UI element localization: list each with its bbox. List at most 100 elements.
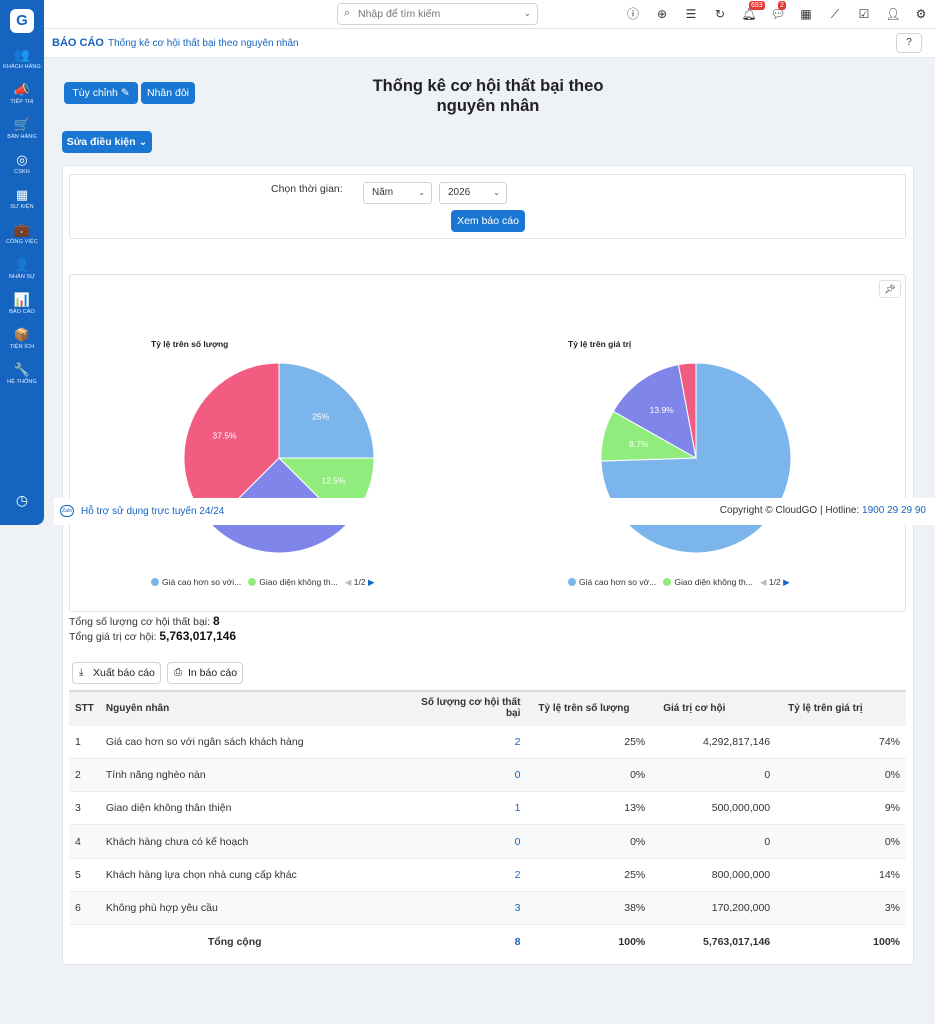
cell-count[interactable]: 2	[514, 735, 521, 748]
pie-data-label: 25%	[312, 411, 329, 421]
legend-item[interactable]: Giá cao hơn so với...	[162, 577, 242, 587]
cell-value: 800,000,000	[711, 868, 771, 881]
table-row: 2 Tính năng nghèo nàn 0 0% 0 0%	[69, 758, 906, 792]
sidebar-item-4[interactable]: ▦ Sự kiện	[0, 187, 44, 222]
chart-icon[interactable]: ⟋	[830, 7, 840, 21]
export-button[interactable]: ⤓ Xuất báo cáo	[72, 662, 161, 684]
user-icon[interactable]: 👤︎	[885, 7, 901, 21]
header-stt[interactable]: STT	[75, 702, 94, 714]
list-icon[interactable]: ☰	[685, 7, 697, 21]
cell-count[interactable]: 0	[514, 835, 521, 848]
cell-reason: Giao diện không thân thiện	[105, 802, 232, 815]
chevron-down-icon[interactable]: ⌄	[523, 8, 531, 18]
search-input[interactable]	[358, 6, 518, 22]
total-value-value: 5,763,017,146	[159, 629, 237, 643]
pie-slice[interactable]	[612, 364, 697, 459]
cart-icon: 🛒	[13, 117, 31, 132]
sidebar-item-9[interactable]: 🔧 Hệ thống	[0, 362, 44, 397]
zalo-icon[interactable]: Zalo	[60, 505, 74, 517]
period-select[interactable]: Năm ⌄	[363, 182, 432, 204]
customize-button[interactable]: Tùy chỉnh ✎	[64, 82, 138, 104]
cell-count[interactable]: 1	[514, 802, 521, 815]
cell-value: 0	[764, 768, 771, 781]
lifebuoy-icon: ◎	[16, 152, 28, 167]
charts-box: 📌︎ 25%12.5%25%37.5%8.7%13.9% Tỷ lệ trên …	[69, 274, 906, 612]
duplicate-button[interactable]: Nhân đôi	[141, 82, 195, 104]
cell-count[interactable]: 2	[514, 868, 521, 881]
pie-slice[interactable]	[677, 362, 697, 459]
view-report-button[interactable]: Xem báo cáo	[451, 210, 525, 232]
edit-condition-button[interactable]: Sửa điều kiện ⌄	[62, 131, 152, 153]
cell-value-pct: 14%	[878, 868, 900, 881]
legend-page: 1/2	[353, 577, 366, 587]
sidebar-item-0[interactable]: 👥 Khách hàng	[0, 47, 44, 82]
briefcase-icon: 💼	[13, 222, 31, 237]
print-button[interactable]: ⎙ In báo cáo	[167, 662, 243, 684]
hotline-link[interactable]: 1900 29 29 90	[862, 505, 926, 516]
header-reason[interactable]: Nguyên nhân	[105, 702, 170, 714]
report-icon: 📊	[13, 292, 31, 307]
table-row: 4 Khách hàng chưa có kế hoạch 0 0% 0 0%	[69, 824, 906, 859]
cell-value-pct: 0%	[884, 768, 900, 781]
cell-count-pct: 38%	[624, 902, 646, 915]
cell-count-pct: 13%	[624, 802, 646, 815]
sidebar-item-3[interactable]: ◎ CSKH	[0, 152, 44, 187]
header-count-pct[interactable]: Tỷ lệ trên số lượng	[538, 702, 630, 714]
sidebar-item-2[interactable]: 🛒 Bán hàng	[0, 117, 44, 152]
legend-next-icon[interactable]: ▶	[783, 577, 790, 587]
cell-stt: 6	[75, 902, 81, 915]
search-box[interactable]: ⌕ ⌄	[337, 3, 538, 25]
legend-item[interactable]: Giao diện không th...	[259, 577, 338, 587]
pie-data-label: 13.9%	[650, 405, 675, 415]
cell-count-pct: 0%	[630, 835, 646, 848]
refresh-icon[interactable]: ↻	[714, 7, 726, 21]
table-header-row: STT Nguyên nhân Số lượng cơ hội thất bại…	[69, 691, 906, 725]
cell-count[interactable]: 3	[514, 902, 521, 915]
legend-item[interactable]: Giá cao hơn so vớ...	[579, 577, 657, 587]
year-select[interactable]: 2026 ⌄	[439, 182, 507, 204]
sidebar-item-8[interactable]: 📦 Tiện ích	[0, 327, 44, 362]
gear-icon[interactable]: ⚙	[915, 7, 927, 21]
header-count[interactable]: Số lượng cơ hội thất bại	[421, 697, 521, 720]
alert-icon[interactable]: ⓘ	[626, 7, 639, 21]
total-count-summary: Tổng số lượng cơ hội thất bại: 8	[69, 614, 220, 628]
pin-icon[interactable]: 📌︎	[879, 280, 901, 298]
header-value[interactable]: Giá trị cơ hội	[663, 702, 726, 714]
footer: Zalo Hỗ trợ sử dụng trực tuyến 24/24 Cop…	[54, 498, 935, 525]
notifications-badge: 693	[749, 1, 765, 10]
print-label: In báo cáo	[188, 667, 238, 679]
chat-icon[interactable]: 💬︎ 2	[770, 1, 786, 21]
legend-next-icon[interactable]: ▶	[367, 577, 375, 587]
legend-dot	[151, 578, 159, 586]
total-label: Tổng cộng	[207, 935, 262, 948]
add-icon[interactable]: ⊕	[656, 7, 668, 21]
clock-icon[interactable]: ◷	[15, 492, 29, 508]
sidebar: G 👥 Khách hàng 📣 Tiếp thị 🛒 Bán hàng ◎ CSKH ▦ Sự …	[0, 0, 44, 525]
cell-stt: 4	[75, 835, 81, 848]
breadcrumb-current[interactable]: Thống kê cơ hội thất bại theo nguyên nhâ…	[108, 38, 299, 49]
period-value: Năm	[372, 187, 394, 198]
cell-stt: 5	[75, 868, 81, 881]
sidebar-item-5[interactable]: 💼 Công việc	[0, 222, 44, 257]
checkbox-icon[interactable]: ☑	[858, 7, 870, 21]
app-logo[interactable]: G	[10, 9, 34, 33]
sidebar-item-6[interactable]: 👤 Nhân sự	[0, 257, 44, 292]
sidebar-item-label: Tiện ích	[9, 344, 35, 350]
cell-count[interactable]: 0	[514, 768, 521, 781]
legend-prev-icon[interactable]: ◀	[344, 577, 352, 587]
sidebar-item-1[interactable]: 📣 Tiếp thị	[0, 82, 44, 117]
printer-icon: ⎙	[174, 667, 182, 678]
support-link[interactable]: Hỗ trợ sử dụng trực tuyến 24/24	[81, 506, 225, 517]
calendar-icon[interactable]: ▦	[800, 7, 812, 21]
breadcrumb-root[interactable]: BÁO CÁO	[52, 37, 104, 49]
pie-slice[interactable]	[278, 362, 375, 459]
bell-icon[interactable]: 🔔︎ 693	[741, 1, 765, 21]
legend-item[interactable]: Giao diện không th...	[674, 577, 753, 587]
header-value-pct[interactable]: Tỷ lệ trên giá trị	[788, 702, 863, 714]
box-icon: 📦	[13, 327, 31, 342]
legend-prev-icon[interactable]: ◀	[759, 577, 767, 587]
cell-value: 170,200,000	[711, 902, 771, 915]
sidebar-item-7[interactable]: 📊 Báo cáo	[0, 292, 44, 327]
help-icon[interactable]: ?	[896, 33, 922, 53]
edit-condition-label: Sửa điều kiện	[66, 136, 136, 148]
